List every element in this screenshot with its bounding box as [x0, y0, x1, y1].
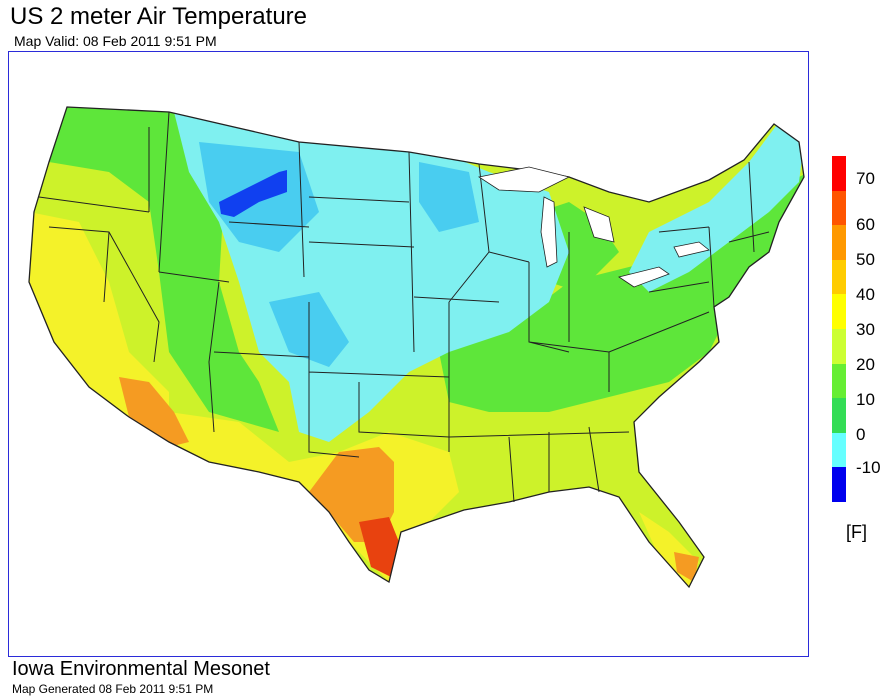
legend-tick: 50 — [856, 250, 875, 269]
temp-zone-cyan-northeast — [629, 122, 804, 292]
legend-swatch-10 — [832, 467, 846, 502]
temp-zone-lightblue-mn — [419, 162, 479, 232]
organization-name: Iowa Environmental Mesonet — [12, 658, 270, 680]
temp-zone-red-south-texas — [359, 517, 399, 577]
legend-swatch-3 — [832, 225, 846, 260]
state-borders — [28, 106, 805, 589]
legend-tick: 60 — [856, 215, 875, 234]
legend-tick: -10 — [856, 458, 881, 477]
temp-zone-blue-core — [219, 170, 287, 217]
temp-zone-yellow-west — [29, 212, 169, 432]
legend-tick: 10 — [856, 390, 875, 409]
temp-zone-orange-arizona — [119, 377, 189, 447]
temp-zone-orange-texas — [309, 447, 394, 542]
legend-swatch-2 — [832, 190, 846, 226]
legend-unit: [F] — [846, 522, 867, 542]
temperature-map — [28, 106, 805, 589]
legend-tick: 40 — [856, 285, 875, 304]
temperature-legend: 70 60 50 40 30 20 10 0 -10 — [832, 156, 888, 556]
legend-tick: 20 — [856, 355, 875, 374]
legend-tick: 70 — [856, 169, 875, 188]
map-valid-time: Map Valid: 08 Feb 2011 9:51 PM — [14, 33, 217, 49]
legend-color-bar — [832, 156, 846, 502]
temp-zone-orange-florida — [674, 552, 699, 582]
legend-swatch-7 — [832, 363, 846, 399]
legend-swatch-9 — [832, 432, 846, 468]
generated-time: Map Generated 08 Feb 2011 9:51 PM — [12, 682, 214, 696]
map-frame — [8, 51, 809, 657]
legend-swatch-5 — [832, 294, 846, 329]
legend-swatch-8 — [832, 398, 846, 433]
legend-swatch-1 — [832, 156, 846, 191]
legend-tick: 0 — [856, 425, 866, 444]
legend-swatch-6 — [832, 328, 846, 364]
legend-swatch-4 — [832, 259, 846, 295]
great-lakes — [477, 166, 710, 288]
legend-tick: 30 — [856, 320, 875, 339]
map-title: US 2 meter Air Temperature — [10, 3, 308, 30]
